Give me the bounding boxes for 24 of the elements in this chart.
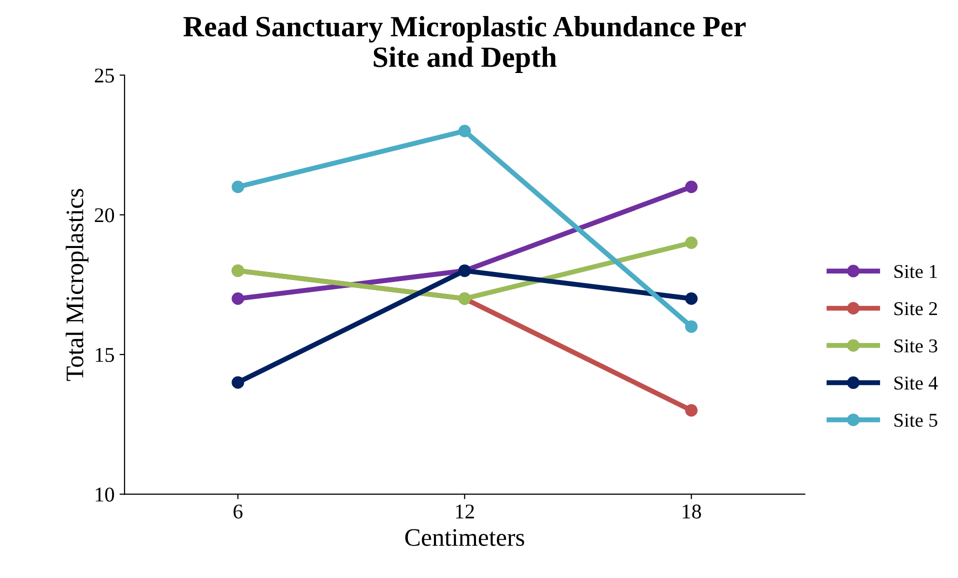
x-tick-label: 12	[456, 504, 474, 518]
point	[685, 292, 698, 305]
point	[232, 180, 244, 194]
legend-label: Site 5	[894, 414, 938, 427]
point	[685, 404, 698, 417]
y-tick-label: 10	[96, 488, 114, 502]
legend-label: Site 3	[894, 339, 938, 352]
legend-label: Site 2	[894, 302, 937, 316]
y-tick-label: 20	[94, 208, 114, 222]
x-tick-label: 18	[682, 504, 701, 519]
chart-title: Read Sanctuary Microplastic Abundance Per Site and Depth	[183, 16, 746, 74]
point	[232, 292, 244, 305]
y-tick-label: 15	[96, 348, 114, 362]
point	[458, 124, 471, 138]
point	[232, 376, 244, 389]
x-axis-title: Centimeters	[405, 529, 524, 546]
x-tick-label: 6	[234, 504, 242, 519]
y-tick-label: 25	[94, 68, 114, 83]
legend-label: Site 1	[894, 264, 937, 278]
point	[685, 180, 698, 194]
point	[685, 320, 698, 333]
point	[685, 236, 698, 250]
y-axis-title: Total Microplastics	[66, 188, 88, 381]
legend-label: Site 4	[894, 376, 938, 390]
